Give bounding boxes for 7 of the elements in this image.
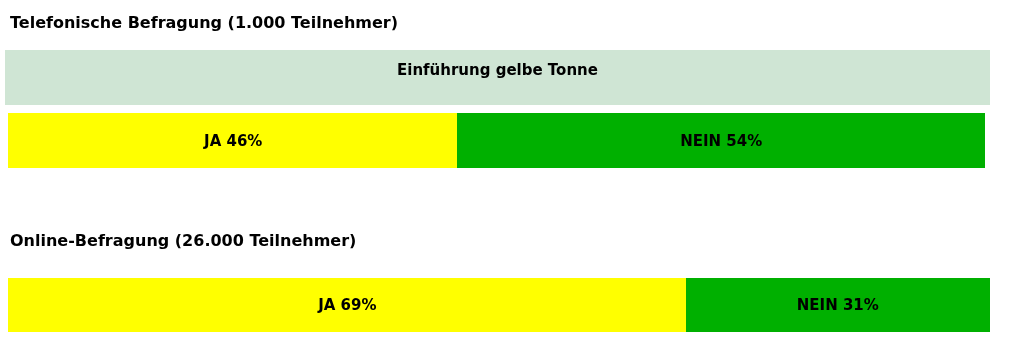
chart-title: Online-Befragung (26.000 Teilnehmer) (10, 231, 357, 250)
data-label: JA 46% (203, 131, 263, 150)
data-label: JA 69% (317, 296, 377, 314)
chart-subtitle: Einführung gelbe Tonne (397, 61, 598, 79)
data-label: NEIN 54% (680, 131, 763, 150)
data-label: NEIN 31% (796, 296, 879, 314)
chart-title: Telefonische Befragung (1.000 Teilnehmer) (10, 13, 399, 32)
